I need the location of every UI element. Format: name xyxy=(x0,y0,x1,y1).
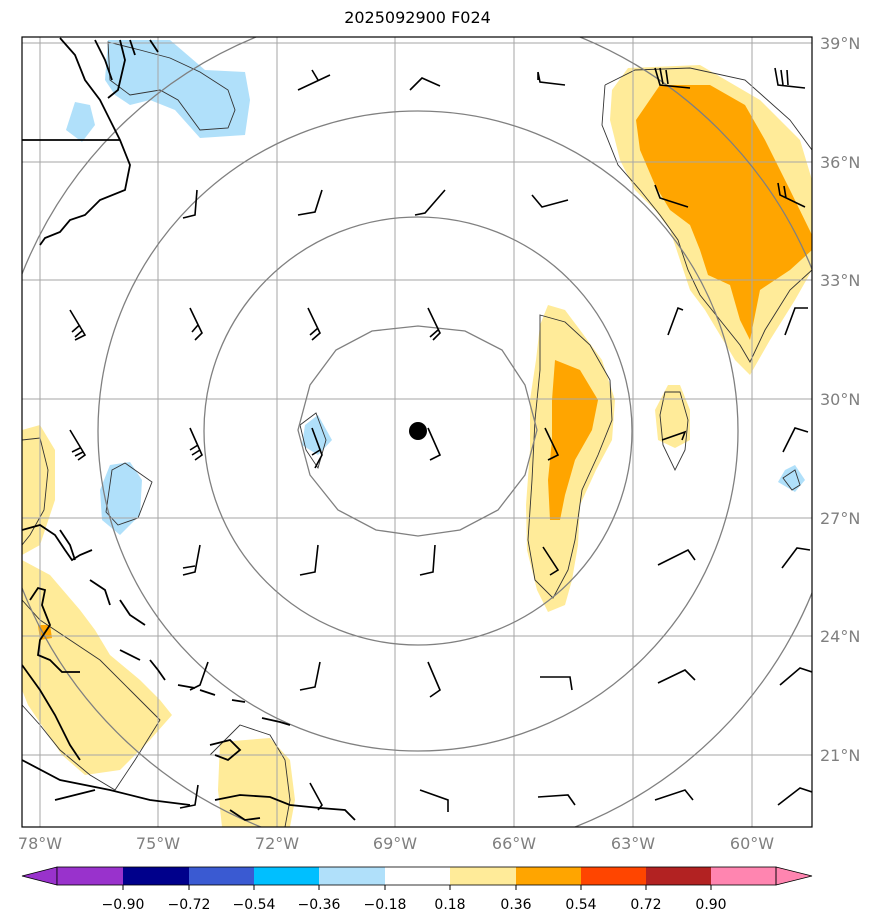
light-blue-area-east xyxy=(778,465,805,492)
colorbar-tick-label: −0.18 xyxy=(364,897,407,913)
lat-label: 39°N xyxy=(820,34,860,53)
orange-area-northeast xyxy=(636,85,812,340)
range-rings xyxy=(22,37,812,827)
colorbar-tick-label: −0.54 xyxy=(233,897,276,913)
lat-label: 21°N xyxy=(820,746,860,765)
colorbar-segment xyxy=(581,867,646,885)
colorbar-tick-label: −0.90 xyxy=(102,897,145,913)
graticule xyxy=(22,37,812,827)
yellow-area-west-edge xyxy=(22,425,55,555)
range-ring-900km xyxy=(97,110,739,752)
colorbar-tick-label: −0.36 xyxy=(298,897,341,913)
colorbar-segment xyxy=(516,867,581,885)
light-blue-area-northwest xyxy=(105,40,250,138)
lat-label: 33°N xyxy=(820,271,860,290)
colorbar-tick-label: 0.18 xyxy=(434,897,465,913)
colorbar-segment xyxy=(711,867,776,885)
colorbar: −0.90 −0.72 −0.54 −0.36 −0.18 0.18 0.36 … xyxy=(21,866,813,913)
colorbar-tick-label: 0.36 xyxy=(500,897,531,913)
lat-label: 27°N xyxy=(820,509,860,528)
lon-label: 72°W xyxy=(255,834,299,853)
light-blue-area-coast xyxy=(66,102,95,142)
yellow-area-southwest xyxy=(22,560,172,775)
colorbar-segment xyxy=(319,867,385,885)
colorbar-segment xyxy=(123,867,189,885)
colorbar-extend-high xyxy=(775,866,813,886)
lon-label: 60°W xyxy=(730,834,774,853)
colorbar-segment xyxy=(385,867,450,885)
colorbar-tick-label: 0.54 xyxy=(565,897,596,913)
coastlines xyxy=(22,37,356,821)
yellow-area-south xyxy=(218,738,295,827)
range-ring-300km xyxy=(297,325,538,537)
colorbar-tick-label: 0.72 xyxy=(630,897,661,913)
colorbar-segment xyxy=(57,867,123,885)
yellow-area-small-east xyxy=(655,385,690,448)
orange-area-mid xyxy=(548,360,598,520)
lat-label: 30°N xyxy=(820,390,860,409)
colorbar-tick-label: 0.90 xyxy=(695,897,726,913)
lon-label: 78°W xyxy=(18,834,62,853)
colorbar-segment xyxy=(450,867,516,885)
colorbar-extend-low xyxy=(21,866,58,886)
light-blue-area-center xyxy=(302,415,332,455)
colorbar-frame xyxy=(56,866,777,886)
map-plot-area xyxy=(22,37,812,827)
map-frame xyxy=(21,36,813,828)
anomaly-fills xyxy=(22,40,812,827)
map-title: 2025092900 F024 xyxy=(344,8,491,27)
contour-lines xyxy=(22,41,812,827)
colorbar-segment xyxy=(254,867,319,885)
colorbar-segment xyxy=(189,867,254,885)
lon-label: 75°W xyxy=(136,834,180,853)
lon-label: 66°W xyxy=(492,834,536,853)
lat-label: 36°N xyxy=(820,153,860,172)
lon-label: 69°W xyxy=(373,834,417,853)
range-ring-600km xyxy=(203,216,633,646)
lat-label: 24°N xyxy=(820,627,860,646)
storm-center-marker xyxy=(409,422,427,440)
wind-barbs xyxy=(69,67,812,812)
colorbar-tick-label: −0.72 xyxy=(168,897,211,913)
longitude-labels: 78°W 75°W 72°W 69°W 66°W 63°W 60°W xyxy=(18,834,774,853)
lon-label: 63°W xyxy=(611,834,655,853)
latitude-labels: 39°N 36°N 33°N 30°N 27°N 24°N 21°N xyxy=(820,34,860,765)
colorbar-segment xyxy=(646,867,711,885)
